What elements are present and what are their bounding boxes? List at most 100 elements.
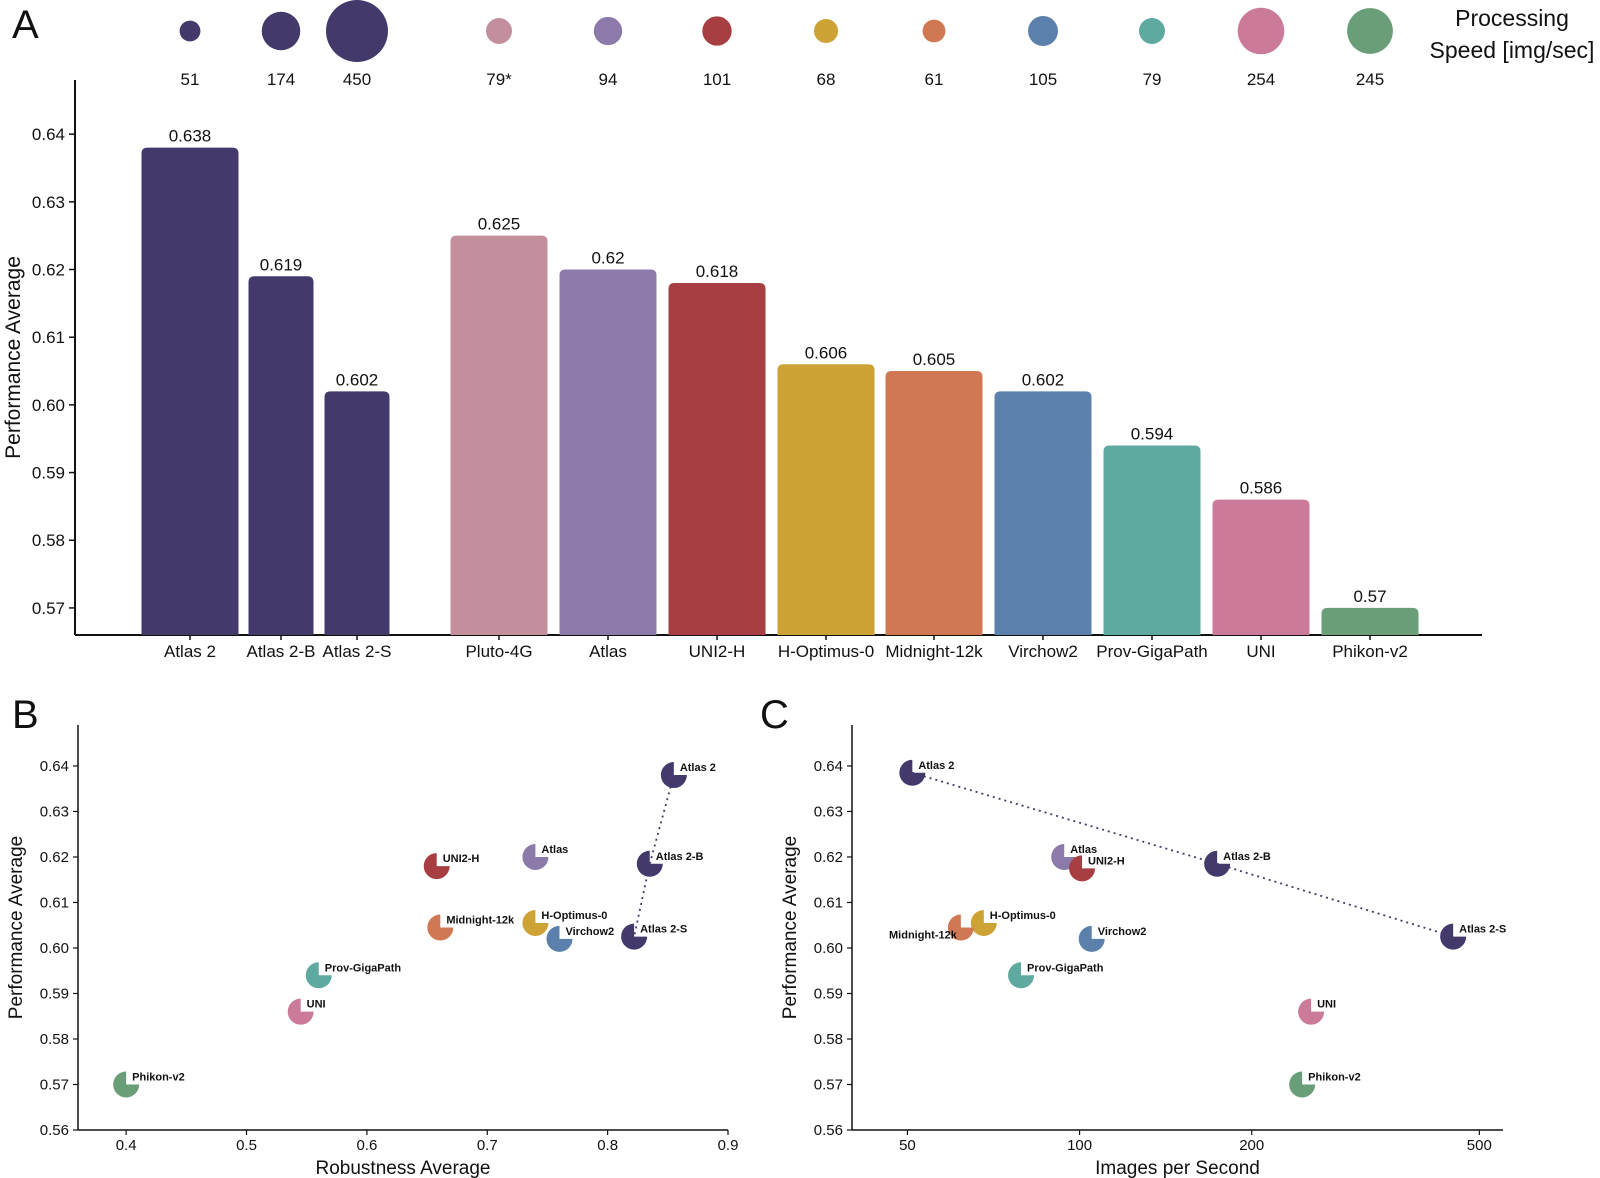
bar-value-atlas-2: 0.638 [169,127,212,146]
speed-circle-h-optimus-0 [813,18,839,44]
point-phikon-v2 [1289,1071,1316,1098]
speed-legend-title-line1: Processing [1455,5,1569,31]
bar-value-prov-gigapath: 0.594 [1131,424,1174,443]
point-label-atlas: Atlas [1070,844,1097,856]
bar-atlas-2-s [324,391,390,635]
bar-atlas-2 [141,147,239,635]
x-tick-label-prov-gigapath: Prov-GigaPath [1096,642,1208,661]
speed-label-pluto-4g: 79* [486,70,512,89]
bar-value-uni2-h: 0.618 [696,262,739,281]
x-tick-label: 0.4 [116,1137,137,1154]
bar-virchow2 [994,391,1092,635]
bar-atlas-2-b [248,276,314,635]
x-axis-label: Robustness Average [316,1158,491,1178]
y-tick-label: 0.64 [814,758,843,775]
point-midnight-12k [427,914,454,941]
speed-label-midnight-12k: 61 [925,70,944,89]
point-label-virchow2: Virchow2 [1098,926,1147,938]
point-midnight-12k [947,914,974,941]
speed-label-atlas-2-s: 450 [343,70,371,89]
point-label-virchow2: Virchow2 [565,926,614,938]
speed-circle-uni [1237,7,1285,55]
point-label-atlas-2-s: Atlas 2-S [1459,924,1506,936]
y-tick-label: 0.58 [814,1031,843,1048]
y-tick-label: 0.63 [814,803,843,820]
bar-pluto-4g [450,235,548,636]
speed-circle-uni2-h [702,16,732,46]
y-tick-label: 0.56 [814,1122,843,1139]
y-tick-label: 0.60 [32,396,65,415]
y-tick-label: 0.63 [40,803,69,820]
x-tick-label-atlas-2-b: Atlas 2-B [247,642,316,661]
point-atlas-2-s [1440,923,1467,950]
x-tick-label-atlas-2-s: Atlas 2-S [323,642,392,661]
y-tick-label: 0.60 [814,940,843,957]
speed-circle-atlas-2-b [261,11,301,51]
y-tick-label: 0.62 [814,849,843,866]
point-virchow2 [1078,925,1105,952]
point-label-uni2-h: UNI2-H [1088,855,1125,867]
point-atlas [522,843,549,870]
point-label-midnight-12k: Midnight-12k [446,915,515,927]
scatter-panel-b: 0.56 0.57 0.58 0.59 0.60 0.61 0.62 0.63 0.64 0.4 0… [6,725,738,1178]
x-tick-label: 0.7 [477,1137,498,1154]
point-label-atlas-2: Atlas 2 [918,760,954,772]
scatter-panel-c: 0.56 0.57 0.58 0.59 0.60 0.61 0.62 0.63 0.64 50 10… [780,725,1506,1178]
bar-uni [1212,499,1310,635]
bar-value-phikon-v2: 0.57 [1353,587,1386,606]
x-tick-label-h-optimus-0: H-Optimus-0 [778,642,874,661]
y-tick-label: 0.64 [40,758,69,775]
point-label-uni: UNI [1317,999,1336,1011]
bar-value-atlas: 0.62 [591,249,624,268]
y-tick-label: 0.60 [40,940,69,957]
x-tick-label: 100 [1067,1137,1092,1154]
bar-value-atlas-2-s: 0.602 [336,370,379,389]
y-tick-label: 0.64 [32,125,65,144]
point-h-optimus-0 [522,909,549,936]
panel-letter-a: A [12,3,39,47]
point-label-atlas-2-b: Atlas 2-B [1223,851,1271,863]
panel-letter-c: C [760,693,789,737]
bar-uni2-h [668,283,766,635]
y-tick-label: 0.57 [40,1076,69,1093]
speed-label-uni: 254 [1247,70,1275,89]
point-uni [1298,998,1325,1025]
x-tick-label-uni: UNI [1246,642,1275,661]
speed-circle-prov-gigapath [1139,18,1165,44]
y-tick-label: 0.63 [32,193,65,212]
x-tick-label-phikon-v2: Phikon-v2 [1332,642,1408,661]
speed-label-uni2-h: 101 [703,70,731,89]
point-label-phikon-v2: Phikon-v2 [1308,1071,1361,1083]
bar-midnight-12k [885,371,983,635]
point-label-h-optimus-0: H-Optimus-0 [990,910,1056,922]
point-label-uni: UNI [307,999,326,1011]
x-tick-label-atlas: Atlas [589,642,627,661]
speed-label-prov-gigapath: 79 [1143,70,1162,89]
point-label-atlas-2: Atlas 2 [680,762,716,774]
bar-value-pluto-4g: 0.625 [478,215,521,234]
x-tick-label-uni2-h: UNI2-H [689,642,746,661]
y-axis-label: Performance Average [6,836,27,1019]
x-tick-label-pluto-4g: Pluto-4G [465,642,532,661]
x-tick-label: 500 [1467,1137,1492,1154]
point-atlas-2 [899,759,926,786]
y-tick-label: 0.56 [40,1122,69,1139]
speed-circle-midnight-12k [922,19,946,43]
y-tick-label: 0.58 [32,531,65,550]
point-label-uni2-h: UNI2-H [443,853,480,865]
y-tick-label: 0.62 [32,261,65,280]
x-tick-label: 0.5 [236,1137,257,1154]
point-prov-gigapath [305,962,332,989]
bar-phikon-v2 [1321,607,1419,635]
bar-prov-gigapath [1103,445,1201,635]
point-label-phikon-v2: Phikon-v2 [132,1071,185,1083]
point-atlas-2-b [1204,850,1231,877]
speed-label-phikon-v2: 245 [1356,70,1384,89]
speed-circle-phikon-v2 [1347,8,1393,54]
point-atlas-2-b [636,850,663,877]
point-prov-gigapath [1008,962,1035,989]
bar-value-h-optimus-0: 0.606 [805,343,848,362]
point-label-atlas-2-s: Atlas 2-S [640,924,687,936]
bar-value-virchow2: 0.602 [1022,370,1065,389]
